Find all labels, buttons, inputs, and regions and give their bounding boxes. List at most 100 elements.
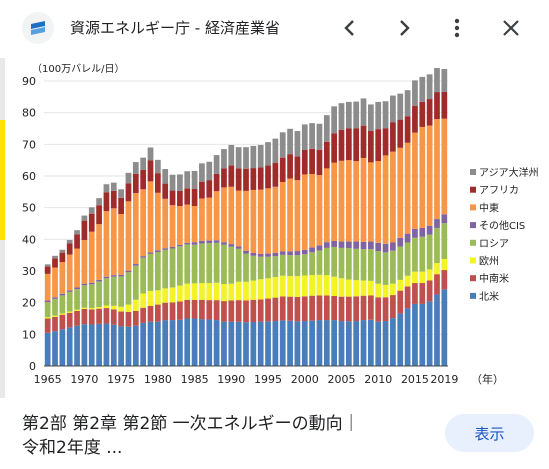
bar-segment xyxy=(66,290,73,292)
bar-segment xyxy=(199,319,205,366)
bar-segment xyxy=(323,141,330,169)
bar-segment xyxy=(404,90,411,117)
bar-segment xyxy=(132,264,139,266)
bar-segment xyxy=(118,306,124,312)
bar-segment xyxy=(390,95,396,123)
bar-segment xyxy=(338,160,345,242)
bar-segment xyxy=(169,302,176,321)
bar-segment xyxy=(323,168,330,243)
bar-segment xyxy=(132,299,139,311)
bar-segment xyxy=(199,240,205,244)
bar-segment xyxy=(265,298,271,322)
legend-label: アフリカ xyxy=(479,185,519,197)
bar-segment xyxy=(323,275,330,296)
bar-segment xyxy=(177,244,183,247)
bar-segment xyxy=(81,285,88,308)
site-logo-icon[interactable] xyxy=(22,12,54,44)
y-tick-label: 30 xyxy=(22,265,36,278)
more-options-button[interactable] xyxy=(443,14,471,42)
bar-segment xyxy=(184,299,191,319)
bar-segment xyxy=(132,310,139,326)
bar-segment xyxy=(397,246,404,280)
bar-segment xyxy=(404,308,411,366)
bar-segment xyxy=(103,276,110,279)
bar-segment xyxy=(147,305,154,322)
bar-segment xyxy=(287,128,293,155)
bar-segment xyxy=(221,283,227,302)
bar-segment xyxy=(96,308,102,324)
bar-segment xyxy=(154,321,161,366)
x-tick-label: 1970 xyxy=(70,373,98,386)
bar-segment xyxy=(125,272,132,305)
bar-segment xyxy=(206,243,213,284)
bar-segment xyxy=(368,319,374,366)
bar-segment xyxy=(184,283,191,300)
bar-segment xyxy=(132,193,139,265)
bar-segment xyxy=(412,271,418,284)
previous-button[interactable] xyxy=(336,14,364,42)
site-title[interactable]: 資源エネルギー庁 - 経済産業省 xyxy=(70,19,280,37)
bar-segment xyxy=(213,191,220,241)
bar-segment xyxy=(360,125,367,158)
bar-segment xyxy=(110,275,117,277)
bar-segment xyxy=(338,247,345,279)
bar-segment xyxy=(441,289,448,366)
bar-segment xyxy=(272,297,279,322)
bar-segment xyxy=(250,145,257,169)
viewer-header: 資源エネルギー庁 - 経済産業省 xyxy=(0,0,549,58)
bar-segment xyxy=(110,305,117,310)
bar-segment xyxy=(243,250,249,254)
bar-segment xyxy=(177,190,183,207)
bar-segment xyxy=(110,309,117,325)
bar-segment xyxy=(243,190,249,251)
bar-segment xyxy=(272,277,279,298)
y-tick-label: 60 xyxy=(22,170,36,183)
legend-label: 中南米 xyxy=(479,272,509,285)
open-button[interactable]: 表示 xyxy=(445,414,534,452)
bar-segment xyxy=(154,159,161,174)
bar-segment xyxy=(184,244,191,284)
bar-segment xyxy=(235,321,242,366)
bar-segment xyxy=(88,213,95,232)
bar-segment xyxy=(272,138,279,164)
bar-segment xyxy=(199,299,205,320)
bar-segment xyxy=(228,144,235,166)
result-footer: 第2部 第2章 第2節 一次エネルギーの動向｜ 令和2年度 ... 表示 xyxy=(0,398,549,469)
close-button[interactable] xyxy=(497,14,525,42)
bar-segment xyxy=(353,280,360,297)
bar-segment xyxy=(44,273,51,301)
bar-segment xyxy=(250,280,257,300)
bar-segment xyxy=(103,308,110,324)
bar-segment xyxy=(147,321,154,366)
bar-segment xyxy=(368,162,374,242)
chart-image[interactable]: （100万バレル/日） 0 10 20 30 40 50 60 70 80 90 1965 1970… xyxy=(0,58,549,398)
bar-segment xyxy=(294,276,301,297)
bar-segment xyxy=(426,234,433,270)
bar-segment xyxy=(404,242,411,276)
result-caption[interactable]: 第2部 第2章 第2節 一次エネルギーの動向｜ 令和2年度 ... xyxy=(22,412,412,460)
bar-segment xyxy=(59,314,66,330)
bar-segment xyxy=(441,118,448,215)
bar-segment xyxy=(250,299,257,322)
x-tick-label: 2005 xyxy=(327,373,355,386)
bar-segment xyxy=(88,207,95,214)
bar-segment xyxy=(235,147,242,169)
bar-segment xyxy=(353,128,360,162)
bar-segment xyxy=(103,278,110,306)
next-button[interactable] xyxy=(390,14,418,42)
bar-segment xyxy=(103,323,110,366)
bar-segment xyxy=(235,246,242,249)
bar-segment xyxy=(434,227,440,264)
bar-segment xyxy=(228,321,235,366)
bar-segment xyxy=(426,225,433,235)
y-tick-label: 10 xyxy=(22,328,36,341)
bar-segment xyxy=(441,91,448,119)
bar-segment xyxy=(279,251,286,255)
bar-segment xyxy=(132,325,139,366)
bar-segment xyxy=(316,274,323,296)
bar-segment xyxy=(118,311,124,327)
bar-segment xyxy=(74,248,80,288)
bar-segment xyxy=(228,300,235,322)
x-tick-label: 1980 xyxy=(144,373,172,386)
bar-segment xyxy=(382,297,389,322)
